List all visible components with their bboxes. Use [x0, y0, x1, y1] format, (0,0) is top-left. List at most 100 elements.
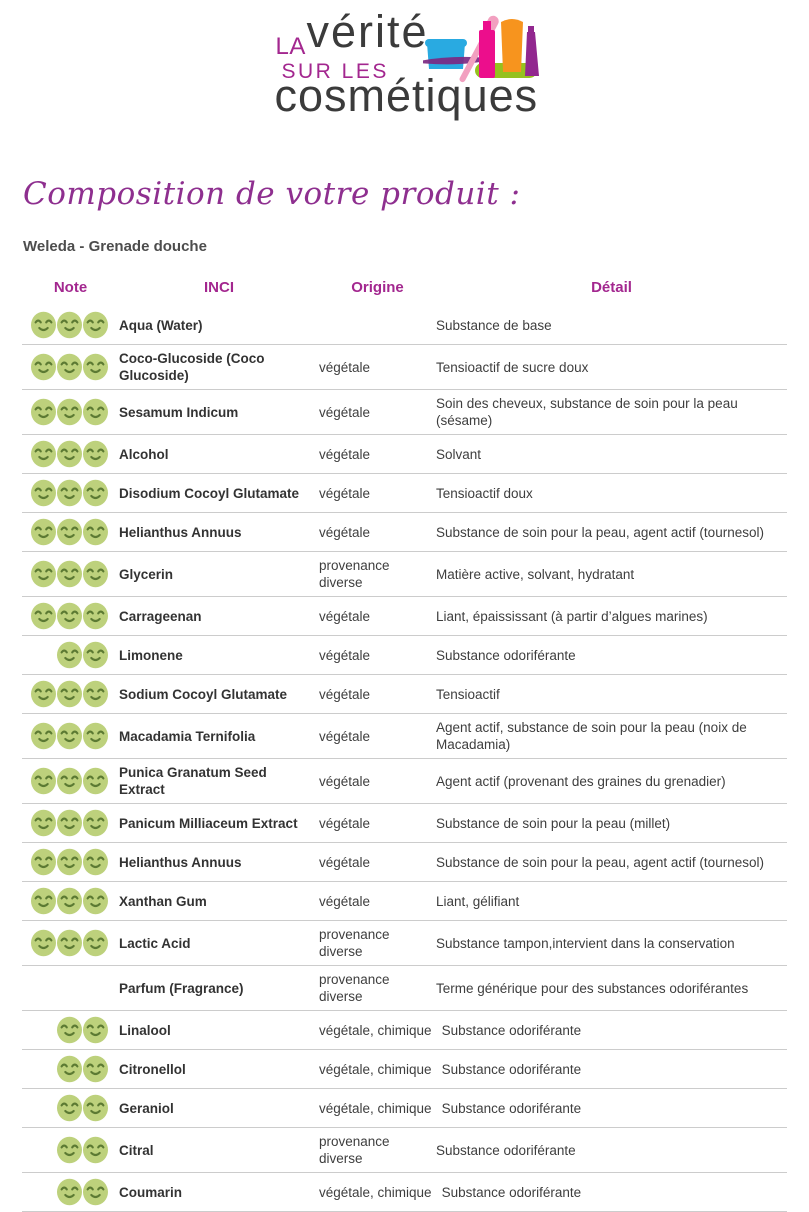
- origine-value: provenance diverse: [319, 927, 390, 959]
- note-smileys: [22, 349, 119, 385]
- table-row: Disodium Cocoyl Glutamate végétale Tensi…: [22, 474, 787, 513]
- table-row: Panicum Milliaceum Extract végétale Subs…: [22, 804, 787, 843]
- column-header-detail: Détail: [591, 279, 632, 296]
- detail-text: Tensioactif doux: [436, 485, 533, 501]
- smiley-icon: [31, 887, 56, 915]
- smiley-icon: [83, 353, 108, 381]
- detail-text: Agent actif (provenant des graines du gr…: [436, 773, 726, 789]
- note-smileys: [22, 844, 119, 880]
- table-body: Aqua (Water) Substance de base Coco-Gluc…: [22, 306, 787, 1212]
- inci-name: Sesamum Indicum: [119, 404, 239, 420]
- detail-text: Liant, épaississant (à partir d’algues m…: [436, 608, 708, 624]
- smiley-icon: [31, 398, 56, 426]
- inci-name: Glycerin: [119, 566, 174, 582]
- table-row: Citronellol végétale, chimique Substance…: [22, 1050, 787, 1089]
- origine-value: végétale: [319, 524, 371, 540]
- smiley-icon: [57, 1178, 82, 1206]
- smiley-icon: [83, 560, 108, 588]
- smiley-icon: [83, 1094, 108, 1122]
- origine-value: végétale: [319, 728, 371, 744]
- smiley-icon: [83, 1136, 108, 1164]
- table-row: Sodium Cocoyl Glutamate végétale Tensioa…: [22, 675, 787, 714]
- detail-text: Tensioactif: [436, 686, 500, 702]
- table-row: Alcohol végétale Solvant: [22, 435, 787, 474]
- origine-value: végétale: [319, 404, 371, 420]
- column-header-note: Note: [53, 279, 88, 296]
- smiley-icon: [83, 887, 108, 915]
- inci-name: Macadamia Ternifolia: [119, 728, 256, 744]
- note-smileys: [22, 763, 119, 799]
- smiley-icon: [57, 398, 82, 426]
- table-row: Helianthus Annuus végétale Substance de …: [22, 513, 787, 552]
- smiley-icon: [83, 767, 108, 795]
- smiley-icon: [57, 767, 82, 795]
- note-smileys: [22, 1132, 119, 1168]
- product-name: Weleda - Grenade douche: [23, 238, 207, 255]
- smiley-icon: [31, 848, 56, 876]
- smiley-icon: [57, 641, 82, 669]
- inci-name: Geraniol: [119, 1100, 174, 1116]
- smiley-icon: [31, 518, 56, 546]
- table-row: Coumarin végétale, chimique Substance od…: [22, 1173, 787, 1212]
- smiley-icon: [83, 479, 108, 507]
- inci-name: Xanthan Gum: [119, 893, 207, 909]
- inci-name: Helianthus Annuus: [119, 524, 242, 540]
- inci-name: Disodium Cocoyl Glutamate: [119, 485, 300, 501]
- smiley-icon: [57, 809, 82, 837]
- smiley-icon: [83, 722, 108, 750]
- smiley-icon: [57, 311, 82, 339]
- column-header-origine: Origine: [351, 279, 404, 296]
- column-header-inci: INCI: [204, 279, 234, 296]
- inci-name: Alcohol: [119, 446, 169, 462]
- origine-value: provenance diverse: [319, 558, 390, 590]
- detail-text: Substance tampon,intervient dans la cons…: [436, 935, 735, 951]
- site-logo: LA vérité SUR LES cosmétiques: [255, 6, 555, 128]
- table-row: Parfum (Fragrance) provenance diverse Te…: [22, 966, 787, 1011]
- inci-name: Sodium Cocoyl Glutamate: [119, 686, 288, 702]
- note-smileys: [22, 1051, 119, 1087]
- smiley-icon: [57, 887, 82, 915]
- note-smileys: [22, 475, 119, 511]
- origine-value: provenance diverse: [319, 1134, 390, 1166]
- smiley-icon: [57, 479, 82, 507]
- note-smileys: [22, 307, 119, 343]
- smiley-icon: [31, 560, 56, 588]
- table-row: Geraniol végétale, chimique Substance od…: [22, 1089, 787, 1128]
- detail-text: Substance de soin pour la peau, agent ac…: [436, 854, 764, 870]
- smiley-icon: [31, 353, 56, 381]
- smiley-icon: [83, 398, 108, 426]
- smiley-icon: [57, 518, 82, 546]
- smiley-icon: [83, 680, 108, 708]
- smiley-icon: [57, 1055, 82, 1083]
- table-row: Helianthus Annuus végétale Substance de …: [22, 843, 787, 882]
- smiley-icon: [83, 809, 108, 837]
- table-row: Xanthan Gum végétale Liant, gélifiant: [22, 882, 787, 921]
- detail-text: Terme générique pour des substances odor…: [436, 980, 749, 996]
- table-row: Punica Granatum Seed Extract végétale Ag…: [22, 759, 787, 804]
- smiley-icon: [83, 1055, 108, 1083]
- inci-name: Coco-Glucoside (Coco Glucoside): [119, 351, 265, 383]
- origine-value: végétale: [319, 647, 371, 663]
- smiley-icon: [57, 1016, 82, 1044]
- smiley-icon: [83, 641, 108, 669]
- smiley-icon: [83, 929, 108, 957]
- smiley-icon: [57, 722, 82, 750]
- inci-name: Aqua (Water): [119, 317, 203, 333]
- detail-text: Substance odoriférante: [441, 1061, 582, 1077]
- smiley-icon: [83, 1178, 108, 1206]
- origine-value: végétale: [319, 686, 371, 702]
- detail-text: Tensioactif de sucre doux: [436, 359, 589, 375]
- origine-value: végétale: [319, 815, 371, 831]
- inci-name: Linalool: [119, 1022, 171, 1038]
- origine-value: végétale, chimique: [319, 1100, 432, 1116]
- smiley-icon: [83, 602, 108, 630]
- smiley-icon: [31, 602, 56, 630]
- smiley-icon: [57, 440, 82, 468]
- smiley-icon: [83, 518, 108, 546]
- inci-name: Limonene: [119, 647, 183, 663]
- origine-value: végétale: [319, 446, 371, 462]
- inci-name: Parfum (Fragrance): [119, 980, 244, 996]
- table-row: Lactic Acid provenance diverse Substance…: [22, 921, 787, 966]
- logo-word-la: LA: [275, 33, 306, 60]
- detail-text: Matière active, solvant, hydratant: [436, 566, 635, 582]
